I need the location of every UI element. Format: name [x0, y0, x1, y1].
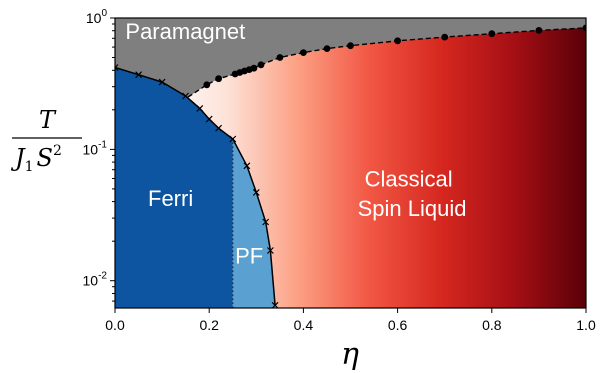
paramagnet-boundary-point: [347, 42, 354, 50]
x-tick-label: 0.6: [388, 317, 408, 333]
ferri-boundary-point: [158, 78, 166, 86]
ferri-boundary-point: [243, 162, 251, 170]
paramagnet-boundary-markers: [203, 24, 586, 89]
region-label-spin-liquid: Spin Liquid: [358, 196, 467, 221]
ferri-boundary-point: [205, 115, 213, 123]
paramagnet-boundary-point: [441, 33, 449, 41]
ferri-boundary-markers: [115, 64, 279, 308]
paramagnet-boundary-point: [203, 81, 211, 89]
ferri-boundary-point: [271, 301, 279, 308]
ferri-boundary-point: [115, 64, 119, 71]
paramagnet-boundary-point: [582, 24, 586, 32]
paramagnet-boundary-point: [394, 37, 401, 45]
paramagnet-boundary-point: [215, 75, 223, 83]
ferri-boundary-point: [196, 104, 204, 112]
ferri-boundary-point: [252, 188, 260, 196]
paramagnet-boundary-point: [488, 30, 496, 38]
y-axis-label: T J1 S2: [10, 106, 82, 175]
ferri-boundary-point: [135, 71, 143, 79]
y-tick-label: 10-2: [83, 271, 108, 289]
region-label-ferri: Ferri: [148, 186, 193, 211]
x-tick-label: 1.0: [576, 317, 596, 333]
x-tick-label: 0.2: [199, 317, 219, 333]
region-label-classical: Classical: [365, 167, 453, 192]
pf-region: [232, 139, 276, 308]
paramagnet-boundary-point: [323, 45, 331, 52]
region-label-pf: PF: [235, 244, 263, 269]
x-tick-label: 0.8: [482, 317, 502, 333]
paramagnet-boundary-point: [250, 64, 258, 72]
x-tick-label: 0.4: [294, 317, 314, 333]
paramagnet-boundary-point: [257, 61, 265, 69]
paramagnet-boundary-point: [535, 27, 543, 34]
ferri-boundary-point: [182, 92, 190, 100]
ferri-region: [115, 67, 233, 308]
y-axis-ticks: 10-2 10-1 100: [83, 8, 115, 302]
region-labels: Paramagnet Ferri PF Classical Spin Liquid: [125, 19, 466, 268]
ferri-boundary-point: [215, 124, 223, 132]
ferri-boundary-point: [229, 135, 237, 143]
paramagnet-boundary-point: [276, 54, 284, 61]
paramagnet-region: [115, 18, 586, 98]
paramagnet-boundary-point: [300, 49, 307, 56]
ferri-boundary-point: [266, 247, 274, 254]
ferri-boundary-point: [262, 218, 270, 226]
svg-text:T: T: [39, 106, 57, 134]
y-tick-label: 100: [86, 8, 108, 26]
plot-frame: [114, 17, 587, 309]
x-tick-label: 0.0: [105, 317, 125, 333]
region-label-paramagnet: Paramagnet: [125, 19, 245, 44]
y-tick-label: 10-1: [83, 139, 108, 157]
x-axis-label: η: [341, 337, 359, 372]
x-axis-ticks: 0.0 0.2 0.4 0.6 0.8 1.0: [105, 308, 596, 333]
